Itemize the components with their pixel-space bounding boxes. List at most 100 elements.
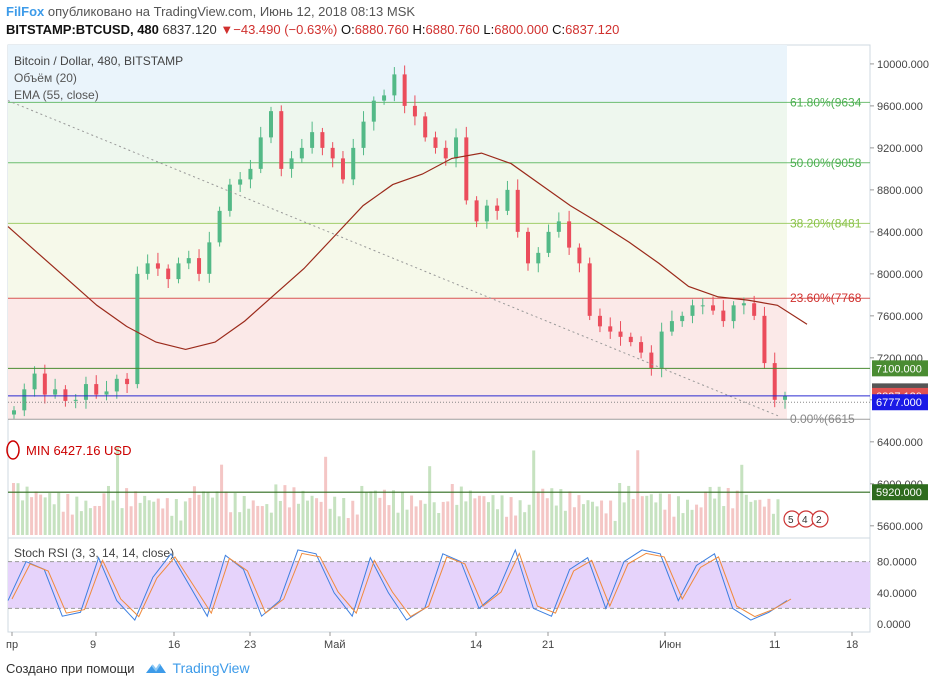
volume-bar	[527, 504, 531, 535]
volume-bar	[758, 499, 762, 535]
volume-bar	[43, 497, 47, 535]
candle	[454, 137, 459, 159]
volume-bar	[88, 508, 92, 535]
volume-bar	[464, 501, 468, 535]
tradingview-brand: TradingView	[172, 660, 250, 676]
volume-bar	[111, 500, 115, 535]
x-tick-label-1: 9	[90, 639, 96, 651]
fib-zone-0	[8, 45, 787, 103]
stoch-d-line	[11, 552, 792, 618]
volume-bar	[61, 511, 65, 535]
min-marker-icon	[6, 440, 20, 460]
volume-bar	[600, 500, 604, 535]
candle	[299, 147, 304, 159]
volume-bar	[220, 464, 224, 535]
price-tag-label-4: 5920.000	[876, 487, 922, 499]
tradingview-link[interactable]: TradingView	[145, 660, 250, 676]
volume-bar	[251, 500, 255, 535]
volume-bar	[324, 456, 328, 535]
volume-bar	[437, 513, 441, 535]
candle	[258, 137, 263, 169]
volume-bar	[364, 492, 368, 535]
x-tick-label-4: Май	[324, 639, 346, 651]
publish-info: опубликовано на TradingView.com, Июнь 12…	[47, 4, 416, 19]
down-arrow-icon: ▼	[220, 22, 234, 37]
y-tick-label-9600: 9600.000	[877, 101, 923, 113]
close-value: 6837.120	[565, 22, 620, 37]
volume-bar	[328, 508, 332, 535]
created-with-label: Создано при помощи	[6, 660, 135, 676]
volume-bar	[134, 491, 138, 535]
volume-bar	[16, 483, 20, 535]
volume-bar	[667, 494, 671, 535]
legend-ema: EMA (55, close)	[14, 88, 99, 102]
volume-bar	[618, 483, 622, 535]
volume-bar	[428, 466, 432, 535]
close-label: C:	[552, 22, 566, 37]
fib-label-3: 23.60%(7768	[790, 291, 862, 305]
author-name[interactable]: FilFox	[6, 4, 45, 19]
volume-bar	[654, 502, 658, 535]
candle	[618, 331, 623, 337]
candle	[279, 111, 284, 169]
event-icon-2	[811, 510, 829, 528]
candle	[12, 410, 16, 415]
volume-bar	[224, 491, 228, 535]
stoch-band	[8, 561, 870, 609]
volume-bar	[514, 515, 518, 535]
volume-bar	[75, 496, 79, 535]
volume-bar	[360, 485, 364, 535]
volume-bar	[97, 505, 101, 535]
volume-bar	[753, 500, 757, 535]
volume-bar	[771, 513, 775, 535]
candle	[402, 74, 407, 106]
x-tick-label-6: 21	[542, 639, 554, 651]
volume-bar	[627, 485, 631, 535]
volume-bar	[120, 508, 124, 535]
candle	[546, 231, 551, 253]
volume-bar	[369, 491, 373, 535]
volume-bar	[346, 518, 350, 535]
candle	[783, 395, 787, 400]
volume-bar	[143, 495, 147, 535]
volume-bar	[48, 493, 52, 535]
candle	[587, 263, 592, 316]
volume-bar	[233, 493, 237, 535]
volume-bar	[278, 500, 282, 535]
volume-bar	[315, 498, 319, 535]
candle	[680, 315, 685, 322]
volume-bar	[387, 505, 391, 535]
volume-bar	[550, 488, 554, 535]
volume-bar	[57, 492, 61, 535]
volume-bar	[663, 509, 667, 535]
candle	[104, 391, 109, 395]
volume-bar	[708, 486, 712, 535]
candle	[752, 303, 757, 316]
volume-bar	[459, 486, 463, 535]
volume-bar	[310, 495, 314, 535]
volume-bar	[269, 512, 273, 535]
volume-bar	[604, 513, 608, 535]
open-value: 6880.760	[354, 22, 409, 37]
fib-label-0: 61.80%(9634	[790, 95, 862, 109]
volume-bar	[333, 496, 337, 535]
volume-bar	[586, 500, 590, 535]
ema-line	[7, 152, 808, 351]
stoch-tick-2: 0.0000	[877, 619, 911, 631]
y-tick-label-7600: 7600.000	[877, 311, 923, 323]
volume-bar	[486, 502, 490, 535]
volume-bar	[292, 487, 296, 535]
volume-bar	[695, 504, 699, 535]
candle	[248, 168, 253, 180]
fib-zone-3	[8, 223, 787, 299]
candle	[484, 205, 489, 222]
candle	[474, 200, 479, 222]
candle	[340, 158, 345, 180]
volume-bar	[34, 491, 38, 535]
candle	[125, 378, 130, 385]
volume-bar	[686, 499, 690, 535]
volume-bar	[138, 502, 142, 535]
candle	[32, 373, 37, 390]
volume-bar	[355, 514, 359, 535]
